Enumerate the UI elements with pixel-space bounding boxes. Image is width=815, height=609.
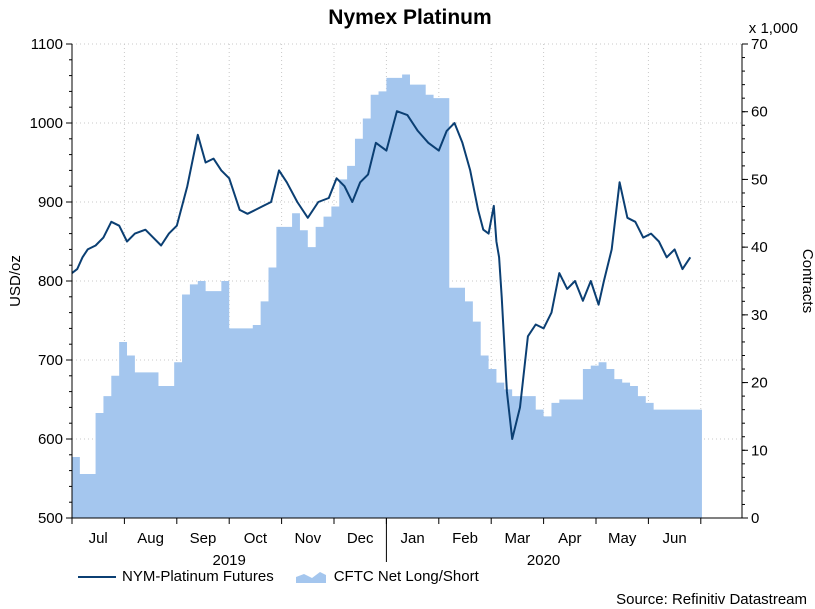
x-tick-label: Jul	[89, 530, 108, 547]
series-futures-line	[71, 110, 692, 440]
y2-tick-label: 40	[751, 239, 768, 256]
y-tick-label: 500	[38, 510, 63, 527]
x-year-label: 2020	[527, 552, 560, 569]
legend: NYM-Platinum Futures CFTC Net Long/Short	[78, 568, 501, 585]
legend-label-futures: NYM-Platinum Futures	[122, 568, 274, 585]
x-tick-label: Jun	[663, 530, 687, 547]
y2-tick-label: 60	[751, 104, 768, 121]
x-tick-label: Nov	[294, 530, 321, 547]
x-tick-label: Apr	[558, 530, 581, 547]
x-tick-label: Feb	[452, 530, 478, 547]
series-line-layer	[71, 110, 692, 440]
x-year-label: 2019	[213, 552, 246, 569]
x-tick-label: Mar	[504, 530, 530, 547]
legend-area-swatch	[295, 571, 326, 583]
legend-label-cftc: CFTC Net Long/Short	[333, 568, 479, 585]
x-tick-label: Oct	[244, 530, 268, 547]
x-tick-label: Aug	[137, 530, 164, 547]
y2-tick-label: 20	[751, 375, 768, 392]
x-tick-label: May	[608, 530, 637, 547]
y-tick-label: 800	[38, 273, 63, 290]
y2-axis-label: Contracts	[799, 249, 815, 313]
x-tick-label: Jan	[401, 530, 425, 547]
source-note: Source: Refinitiv Datastream	[616, 591, 807, 608]
y2-tick-label: 70	[751, 36, 768, 53]
y2-tick-label: 50	[751, 171, 768, 188]
legend-line-swatch	[78, 575, 116, 578]
x-tick-label: Sep	[190, 530, 217, 547]
y2-multiplier-label: x 1,000	[749, 20, 798, 37]
x-tick-label: Dec	[347, 530, 374, 547]
y-tick-label: 600	[38, 431, 63, 448]
series-cftc-area	[72, 74, 702, 518]
chart-title: Nymex Platinum	[328, 6, 491, 29]
y-tick-label: 1100	[31, 36, 63, 53]
legend-item-futures[interactable]: NYM-Platinum Futures	[78, 568, 274, 585]
y2-tick-label: 0	[751, 510, 759, 527]
y-tick-label: 900	[38, 194, 63, 211]
axes: 500 600 700 800 900 1000 1100 0 10 20 30 40 50 60 70 Ju…	[30, 36, 768, 569]
legend-item-cftc[interactable]: CFTC Net Long/Short	[295, 568, 479, 585]
y2-tick-label: 10	[751, 442, 768, 459]
y-tick-label: 1000	[30, 115, 63, 132]
y-tick-label: 700	[38, 352, 63, 369]
series-area-layer	[72, 74, 702, 518]
y2-tick-label: 30	[751, 307, 768, 324]
y-axis-label: USD/oz	[7, 255, 24, 307]
